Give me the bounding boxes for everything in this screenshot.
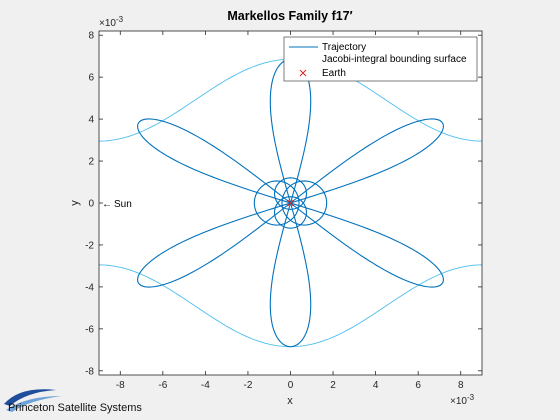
sun-label: Sun xyxy=(114,199,132,210)
legend-entry-trajectory: Trajectory xyxy=(322,42,366,53)
y-tick-label: 0 xyxy=(88,199,94,210)
x-tick-label: -8 xyxy=(116,380,125,391)
x-tick-label: 2 xyxy=(330,380,336,391)
x-exponent: ×10-3 xyxy=(450,393,475,407)
swoosh-accent-icon xyxy=(6,396,62,412)
chart-title: Markellos Family f17′ xyxy=(227,9,352,23)
y-tick-label: -6 xyxy=(85,324,94,335)
x-axis-label: x xyxy=(287,395,293,407)
x-tick-label: -6 xyxy=(158,380,167,391)
logo-text: Princeton Satellite Systems xyxy=(8,402,142,414)
y-axis-label: y xyxy=(69,200,81,206)
y-tick-label: 2 xyxy=(88,157,94,168)
swoosh-icon xyxy=(4,389,56,406)
y-tick-label: -4 xyxy=(85,282,94,293)
princeton-logo: Princeton Satellite Systems xyxy=(4,389,142,414)
legend-entry-earth: Earth xyxy=(322,68,346,79)
x-tick-label: -2 xyxy=(243,380,252,391)
y-tick-label: -8 xyxy=(85,366,94,377)
y-tick-label: 6 xyxy=(88,73,94,84)
earth-x-mark xyxy=(287,199,294,207)
sun-arrow: ← xyxy=(102,199,112,210)
x-tick-label: 4 xyxy=(373,380,379,391)
earth-marker xyxy=(287,199,294,207)
x-tick-label: -4 xyxy=(201,380,210,391)
y-tick-label: 4 xyxy=(88,115,94,126)
y-tick-label: -2 xyxy=(85,240,94,251)
x-ticks: -8 -6 -4 -2 0 2 4 6 8 xyxy=(116,31,464,391)
legend-entry-bounding-surface: Jacobi-integral bounding surface xyxy=(322,54,467,65)
legend: Trajectory Jacobi-integral bounding surf… xyxy=(283,36,478,82)
y-ticks: -8 -6 -4 -2 0 2 4 6 8 xyxy=(85,31,482,377)
x-tick-label: 0 xyxy=(288,380,294,391)
legend-swatch-earth xyxy=(299,69,307,77)
x-tick-label: 8 xyxy=(458,380,464,391)
y-exponent: ×10-3 xyxy=(99,15,124,29)
x-tick-label: 6 xyxy=(415,380,421,391)
y-tick-label: 8 xyxy=(88,31,94,42)
sun-annotation: ← Sun xyxy=(102,199,132,210)
legend-box xyxy=(283,36,478,82)
